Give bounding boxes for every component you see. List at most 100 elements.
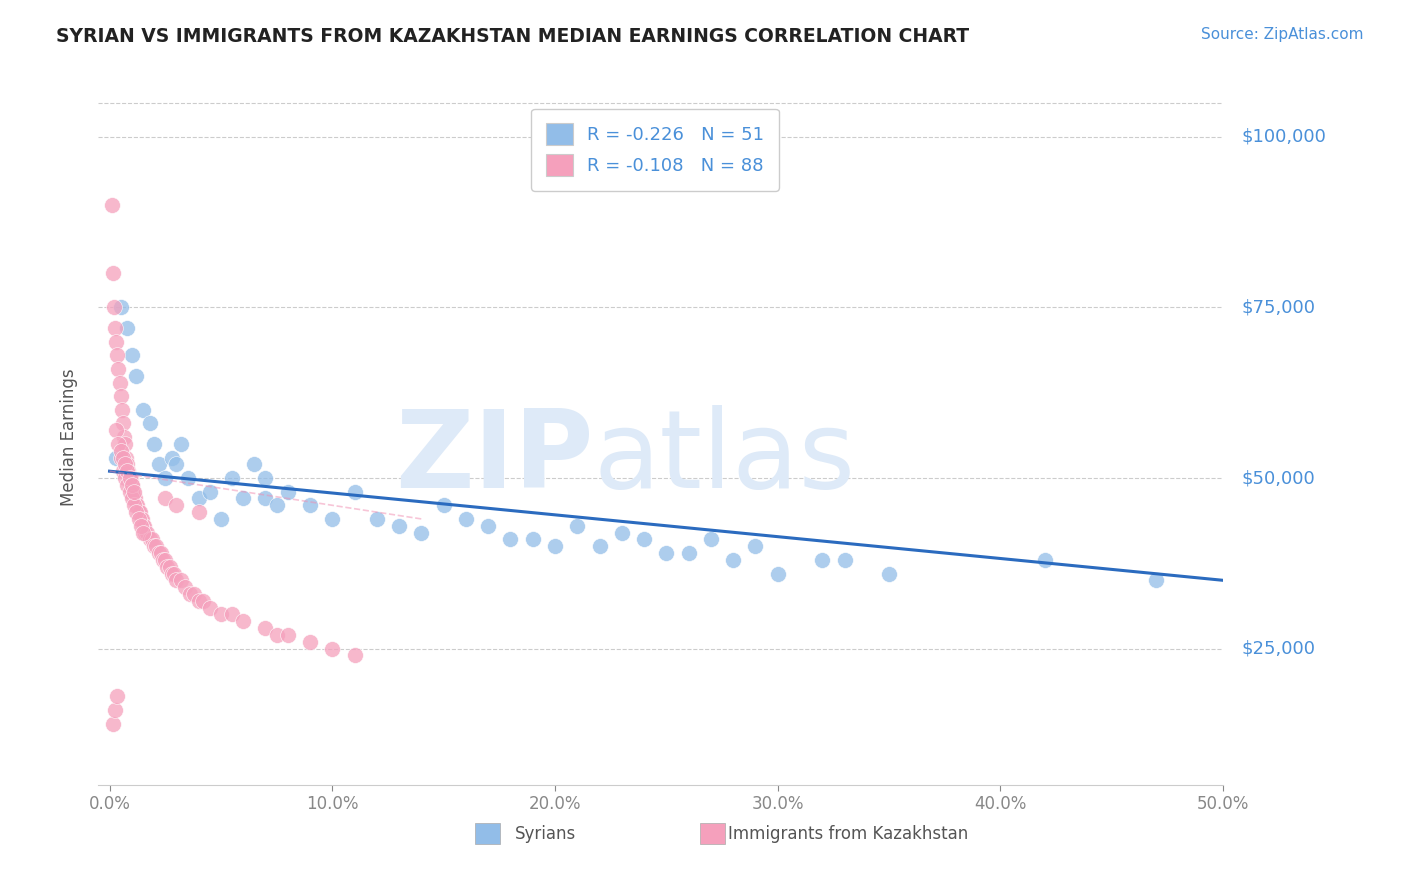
Point (124, 491, 146, 506)
Point (165, 574, 187, 588)
Point (232, 491, 254, 506)
Point (128, 505, 150, 519)
Point (110, 450, 132, 465)
Point (107, 437, 129, 451)
Point (155, 491, 177, 506)
Point (117, 464, 139, 478)
Point (588, 539, 610, 553)
Point (266, 628, 288, 642)
Point (678, 546, 700, 560)
Point (120, 471, 142, 485)
Point (132, 518, 155, 533)
Point (143, 539, 166, 553)
Text: SYRIAN VS IMMIGRANTS FROM KAZAKHSTAN MEDIAN EARNINGS CORRELATION CHART: SYRIAN VS IMMIGRANTS FROM KAZAKHSTAN MED… (56, 27, 969, 45)
Point (179, 587, 201, 601)
Point (132, 525, 155, 540)
Point (128, 512, 150, 526)
Point (129, 518, 152, 533)
Point (522, 533, 544, 547)
Point (132, 402, 155, 417)
Point (834, 553, 856, 567)
Text: Syrians: Syrians (515, 825, 576, 843)
Point (633, 533, 655, 547)
Point (111, 417, 134, 431)
Point (112, 430, 135, 444)
Point (321, 641, 343, 656)
Point (170, 437, 193, 451)
Point (277, 628, 299, 642)
Text: $75,000: $75,000 (1241, 299, 1315, 317)
Text: $25,000: $25,000 (1241, 640, 1315, 657)
Point (134, 525, 156, 540)
Point (187, 594, 209, 608)
Point (104, 703, 127, 717)
Point (655, 546, 678, 560)
Point (110, 443, 132, 458)
Point (114, 471, 136, 485)
Point (411, 525, 433, 540)
Point (298, 634, 321, 648)
Point (159, 559, 181, 574)
Point (110, 389, 132, 403)
Point (254, 471, 277, 485)
Point (138, 533, 160, 547)
Point (122, 491, 145, 506)
Text: $100,000: $100,000 (1241, 128, 1326, 146)
Point (101, 716, 124, 731)
Point (277, 484, 299, 499)
Point (138, 417, 160, 431)
Point (105, 423, 128, 437)
Text: Source: ZipAtlas.com: Source: ZipAtlas.com (1201, 27, 1364, 42)
Point (110, 301, 132, 315)
Point (143, 437, 166, 451)
Point (877, 566, 900, 581)
Point (254, 621, 277, 635)
Point (121, 491, 143, 506)
Point (254, 491, 277, 506)
Point (122, 484, 145, 499)
Point (107, 362, 129, 376)
Point (105, 334, 128, 349)
Point (148, 546, 170, 560)
Point (155, 553, 177, 567)
Point (121, 348, 143, 362)
Point (118, 471, 141, 485)
Point (766, 566, 789, 581)
Point (567, 518, 589, 533)
Point (125, 505, 148, 519)
Point (198, 600, 221, 615)
Point (811, 553, 834, 567)
Point (114, 437, 136, 451)
Point (174, 580, 197, 594)
Point (117, 321, 139, 335)
Point (141, 533, 163, 547)
Point (209, 512, 232, 526)
Point (544, 539, 567, 553)
Point (187, 491, 209, 506)
Point (114, 458, 136, 472)
Point (136, 525, 159, 540)
Point (165, 458, 187, 472)
Point (129, 512, 152, 526)
Point (160, 566, 183, 581)
Point (209, 607, 232, 622)
Point (298, 498, 321, 512)
Point (243, 458, 266, 472)
Point (266, 498, 288, 512)
Point (610, 525, 633, 540)
Point (343, 484, 366, 499)
Text: ZIP: ZIP (395, 405, 593, 511)
Point (165, 498, 187, 512)
Point (149, 546, 172, 560)
Point (191, 594, 214, 608)
Point (111, 464, 134, 478)
Point (477, 518, 499, 533)
Point (321, 512, 343, 526)
Point (221, 471, 243, 485)
Point (1033, 553, 1056, 567)
Point (127, 498, 149, 512)
Point (117, 478, 139, 492)
Point (433, 498, 456, 512)
Point (111, 450, 134, 465)
Point (343, 648, 366, 663)
